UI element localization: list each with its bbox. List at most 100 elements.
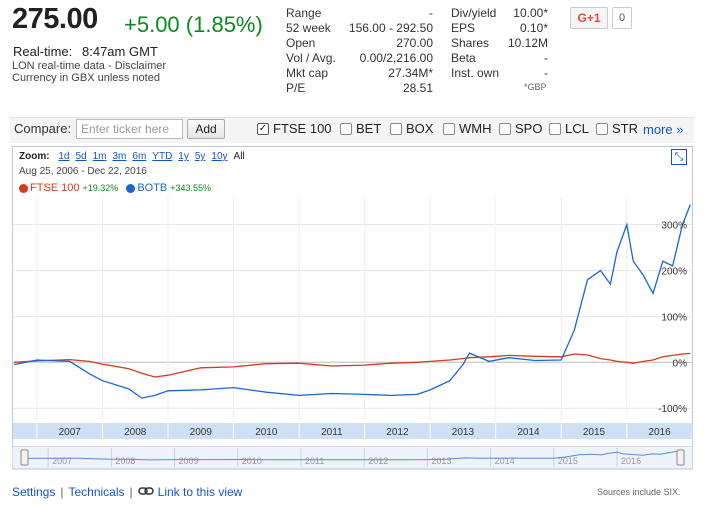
stat-label: EPS: [451, 21, 476, 35]
stat-value: 0.00/2,216.00: [359, 51, 433, 65]
navigator-left-handle[interactable]: [20, 449, 29, 466]
stat-value: -: [429, 6, 433, 20]
x-tick-label: 2008: [124, 427, 147, 438]
link-icon: [137, 485, 154, 499]
compare-item[interactable]: LCL: [549, 121, 589, 136]
link-to-view[interactable]: Link to this view: [157, 485, 243, 499]
zoom-option-3m[interactable]: 3m: [112, 151, 127, 162]
stat-label: Mkt cap: [286, 66, 329, 80]
stat-label: Range: [286, 6, 322, 20]
compare-item-label: STR: [612, 121, 638, 136]
stat-value: -: [544, 66, 548, 80]
series-line-ftse[interactable]: [13, 352, 691, 378]
zoom-option-1y[interactable]: 1y: [178, 151, 189, 162]
x-tick-label: 2015: [583, 427, 606, 438]
zoom-option-all[interactable]: All: [233, 151, 245, 162]
x-tick-label: 2009: [190, 427, 213, 438]
checkbox-icon[interactable]: [443, 122, 455, 135]
zoom-option-6m[interactable]: 6m: [132, 151, 147, 162]
stat-value: 10.12M: [507, 36, 548, 50]
separator: |: [60, 485, 64, 499]
stat-value: 0.10*: [519, 21, 548, 35]
settings-link[interactable]: Settings: [12, 485, 56, 499]
series-line-botb[interactable]: [13, 204, 691, 399]
stat-label: Vol / Avg.: [286, 51, 336, 65]
zoom-label: Zoom:: [19, 151, 50, 162]
stat-label: Div/yield: [451, 6, 497, 20]
sources-note: Sources include SIX.: [597, 487, 681, 497]
stat-value: 28.51: [402, 81, 433, 95]
compare-item[interactable]: ✓ FTSE 100: [257, 121, 332, 136]
chart-legend: FTSE 100 +19.32% BOTB +343.55%: [19, 182, 219, 194]
checkbox-icon[interactable]: [596, 122, 608, 135]
compare-item-label: LCL: [565, 121, 589, 136]
gbp-note: *GBP: [524, 82, 547, 92]
compare-item-label: SPO: [515, 121, 543, 136]
compare-item[interactable]: WMH: [443, 121, 492, 136]
navigator-track: [12, 446, 693, 470]
legend-series-name[interactable]: FTSE 100: [30, 182, 80, 194]
y-tick-label: 0%: [673, 358, 688, 369]
compare-item[interactable]: BET: [340, 121, 381, 136]
compare-item-label: FTSE 100: [273, 121, 332, 136]
expand-chart-icon[interactable]: ⤡: [671, 149, 687, 165]
y-tick-label: 200%: [661, 266, 687, 277]
checkbox-icon[interactable]: [549, 122, 561, 135]
x-tick-label: 2010: [255, 427, 278, 438]
footer-links: Settings | Technicals | Link to this vie…: [12, 485, 242, 499]
zoom-options: 1d 5d 1m 3m 6m YTD 1y 5y 10y All: [58, 151, 250, 162]
technicals-link[interactable]: Technicals: [68, 485, 125, 499]
more-tickers-link[interactable]: more »: [643, 122, 684, 137]
compare-item[interactable]: BOX: [390, 121, 433, 136]
stat-label: P/E: [286, 81, 306, 95]
zoom-option-ytd[interactable]: YTD: [152, 151, 173, 162]
compare-item-label: BOX: [406, 121, 434, 136]
navigator-year-label: 2009: [179, 456, 199, 466]
main-chart[interactable]: 300% 200% 100% 0% -100% 2007 2008 2009 2010 2011 2…: [13, 197, 693, 439]
navigator-year-label: 2010: [242, 456, 262, 466]
currency-note: Currency in GBX unless noted: [12, 72, 160, 84]
date-range: Aug 25, 2006 - Dec 22, 2016: [19, 166, 147, 177]
ticker-input[interactable]: [76, 119, 183, 139]
stock-price: 275.00: [12, 3, 98, 35]
x-tick-label: 2007: [59, 427, 82, 438]
google-plus-button[interactable]: G+1: [570, 7, 608, 29]
x-tick-label: 2011: [321, 427, 343, 438]
stat-value: 270.00: [396, 36, 433, 50]
range-navigator[interactable]: 2007 2008 2009 2010 2011 2012 2013 2014 2015 2016: [12, 446, 693, 470]
legend-series-name[interactable]: BOTB: [137, 182, 168, 194]
stat-value: 10.00*: [513, 6, 548, 20]
zoom-option-5d[interactable]: 5d: [75, 151, 87, 162]
legend-dot: [126, 183, 136, 193]
zoom-option-1m[interactable]: 1m: [92, 151, 107, 162]
legend-dot: [19, 183, 28, 193]
disclaimer-link[interactable]: LON real-time data - Disclaimer: [12, 60, 167, 72]
compare-item-label: WMH: [459, 121, 492, 136]
checkbox-icon[interactable]: [340, 122, 352, 135]
stat-value: 156.00 - 292.50: [348, 21, 433, 35]
navigator-right-handle[interactable]: [676, 449, 685, 466]
zoom-option-1d[interactable]: 1d: [58, 151, 70, 162]
stat-label: Shares: [451, 36, 490, 50]
navigator-year-label: 2007: [52, 456, 72, 466]
checkbox-checked-icon[interactable]: ✓: [257, 122, 269, 135]
zoom-option-10y[interactable]: 10y: [211, 151, 228, 162]
x-tick-label: 2014: [517, 427, 540, 438]
stat-label: Open: [286, 36, 316, 50]
checkbox-icon[interactable]: [499, 122, 511, 135]
chart-frame: [12, 146, 693, 468]
x-tick-label: 2013: [452, 427, 475, 438]
compare-label: Compare:: [14, 121, 72, 136]
navigator-year-label: 2008: [115, 456, 135, 466]
y-tick-label: 100%: [661, 312, 687, 323]
stat-label: Inst. own: [451, 66, 500, 80]
y-tick-label: 300%: [661, 221, 687, 232]
legend-series-change: +19.32%: [82, 183, 119, 193]
compare-item[interactable]: STR: [596, 121, 638, 136]
price-change: +5.00 (1.85%): [124, 12, 263, 37]
checkbox-icon[interactable]: [390, 122, 402, 135]
add-ticker-button[interactable]: Add: [187, 119, 225, 139]
compare-item[interactable]: SPO: [499, 121, 542, 136]
navigator-year-label: 2011: [305, 456, 324, 466]
zoom-option-5y[interactable]: 5y: [194, 151, 206, 162]
